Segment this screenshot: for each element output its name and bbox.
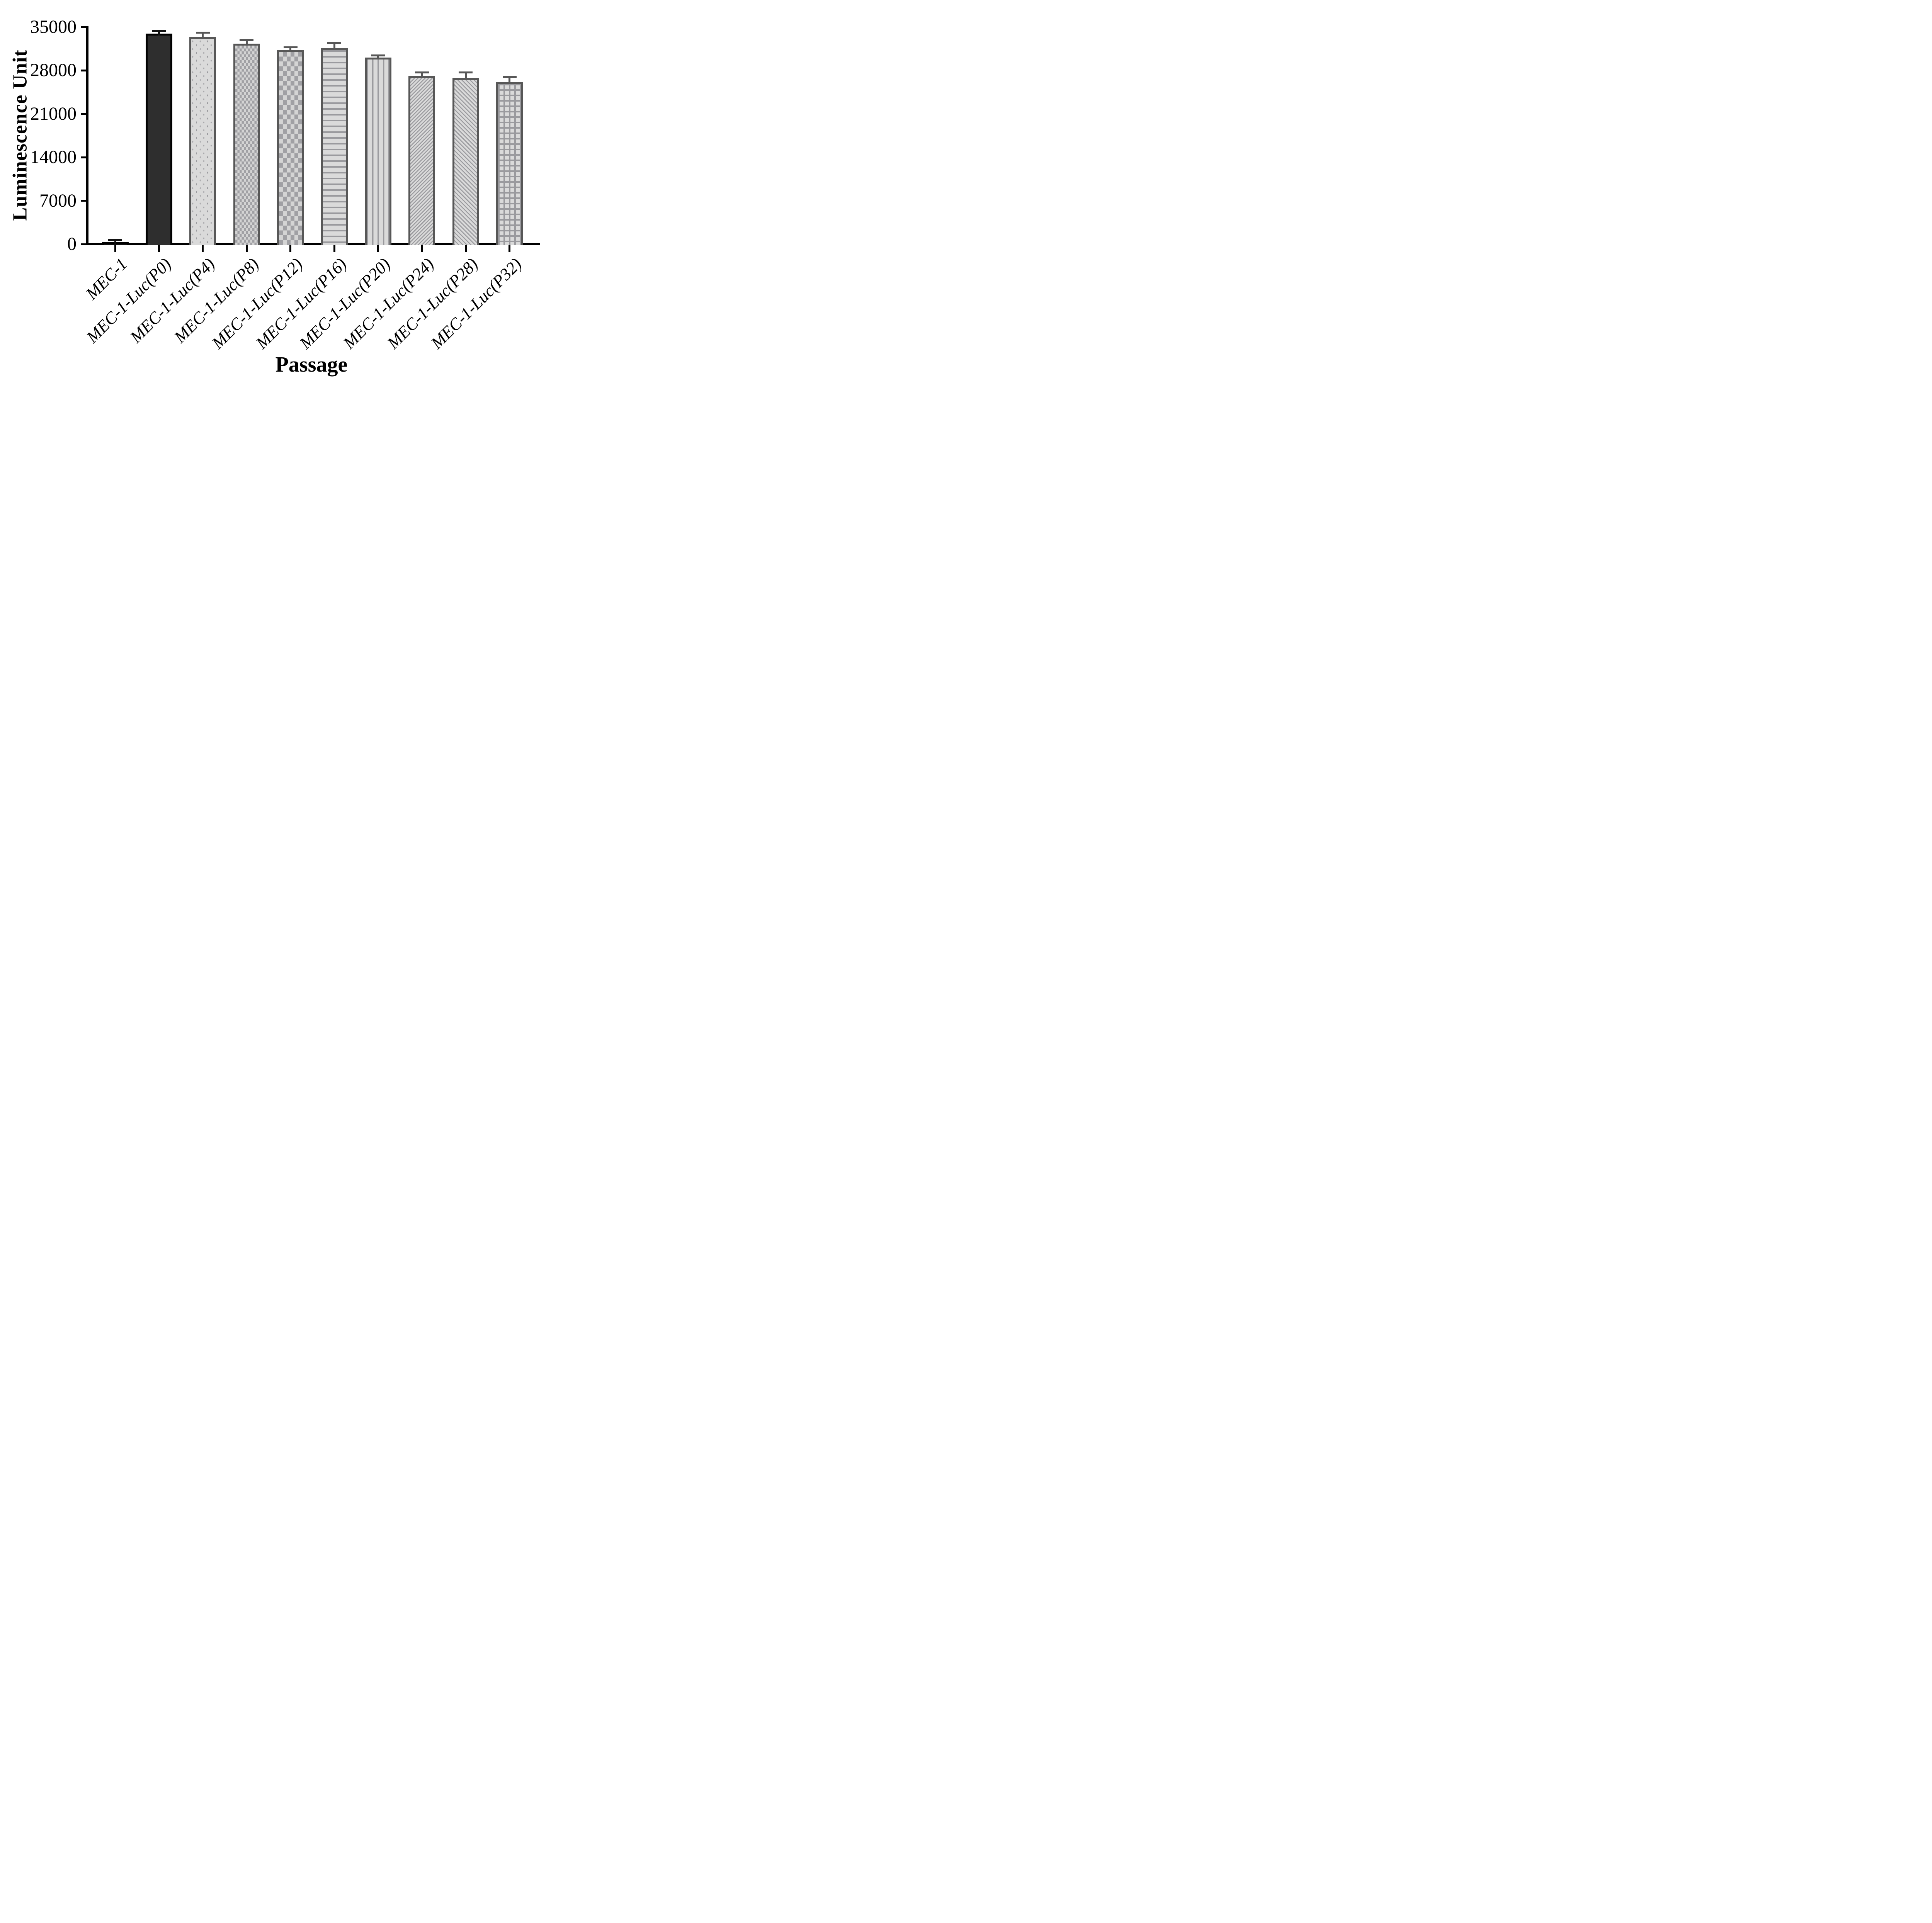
error-bar-stem [289, 48, 292, 52]
error-bar-cap [502, 76, 517, 78]
bar-MEC-1-Luc(P0) [145, 33, 172, 245]
error-bar-stem [245, 41, 248, 46]
error-bar-cap [371, 54, 385, 57]
error-bar-stem [158, 32, 160, 36]
bar-MEC-1-Luc(P20) [364, 58, 391, 245]
error-bar-stem [333, 44, 335, 51]
x-axis-line [86, 243, 540, 245]
x-axis-tick [114, 245, 116, 252]
error-bar-cap [196, 31, 210, 34]
y-axis-tick [81, 69, 88, 71]
y-axis-tick [81, 156, 88, 158]
x-axis-tick [464, 245, 467, 252]
y-tick-label: 28000 [30, 60, 77, 81]
x-axis-tick [289, 245, 292, 252]
bar-MEC-1-Luc(P4) [189, 37, 216, 245]
y-axis-tick [81, 243, 88, 245]
error-bar-cap [152, 30, 166, 32]
y-axis-tick [81, 200, 88, 202]
error-bar-cap [327, 42, 341, 44]
bar-MEC-1-Luc(P16) [321, 48, 348, 245]
x-axis-tick [202, 245, 204, 252]
error-bar-cap [459, 71, 473, 73]
x-axis-title: Passage [275, 353, 348, 377]
y-tick-label: 14000 [30, 147, 77, 168]
error-bar-cap [240, 39, 254, 41]
y-tick-label: 7000 [39, 190, 77, 211]
error-bar-cap [415, 71, 429, 74]
bar-MEC-1-Luc(P12) [277, 50, 304, 245]
x-axis-tick [333, 245, 335, 252]
error-bar-cap [283, 46, 298, 48]
bar-MEC-1-Luc(P28) [452, 78, 479, 245]
error-bar-stem [202, 33, 204, 39]
y-axis-tick [81, 113, 88, 115]
error-bar-cap [108, 239, 122, 241]
y-tick-label: 0 [67, 234, 77, 254]
x-axis-tick [245, 245, 248, 252]
error-bar-stem [114, 241, 116, 244]
error-bar-stem [509, 78, 511, 84]
y-axis-tick [81, 26, 88, 28]
bar-MEC-1-Luc(P24) [408, 76, 435, 245]
error-bar-stem [377, 56, 379, 60]
bar-MEC-1-Luc(P8) [233, 44, 260, 245]
y-axis-line [86, 26, 88, 245]
bar-chart-figure: Luminescence Unit 0 7000 14000 21000 28000 35… [0, 0, 551, 385]
x-axis-tick [421, 245, 423, 252]
error-bar-stem [421, 73, 423, 78]
x-axis-tick [509, 245, 511, 252]
y-tick-label: 35000 [30, 17, 77, 37]
bar-MEC-1-Luc(P32) [496, 82, 523, 245]
y-tick-label: 21000 [30, 103, 77, 124]
x-axis-tick [158, 245, 160, 252]
x-axis-tick [377, 245, 379, 252]
error-bar-stem [464, 73, 467, 80]
